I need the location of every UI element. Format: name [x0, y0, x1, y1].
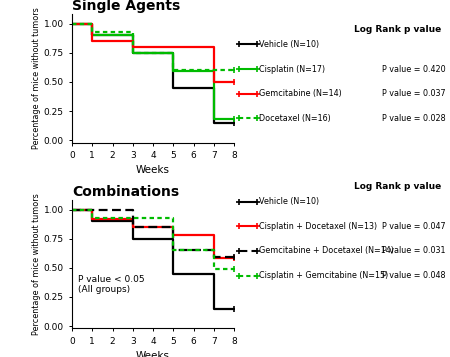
Text: Combinations: Combinations — [72, 185, 179, 199]
Text: P value = 0.047: P value = 0.047 — [382, 222, 446, 231]
Text: Cisplatin (N=17): Cisplatin (N=17) — [259, 65, 325, 74]
Text: Gemcitabine + Docetaxel (N=14): Gemcitabine + Docetaxel (N=14) — [259, 246, 394, 255]
Text: P value < 0.05
(All groups): P value < 0.05 (All groups) — [78, 275, 145, 294]
Text: P value = 0.048: P value = 0.048 — [382, 271, 446, 280]
Text: Vehicle (N=10): Vehicle (N=10) — [259, 197, 319, 206]
Text: P value = 0.028: P value = 0.028 — [382, 114, 446, 123]
Text: Log Rank p value: Log Rank p value — [354, 25, 441, 34]
Text: Vehicle (N=10): Vehicle (N=10) — [259, 40, 319, 49]
Text: P value = 0.031: P value = 0.031 — [382, 246, 446, 255]
Text: Cisplatin + Docetaxel (N=13): Cisplatin + Docetaxel (N=13) — [259, 222, 377, 231]
Y-axis label: Percentage of mice without tumors: Percentage of mice without tumors — [32, 193, 41, 335]
Text: Cisplatin + Gemcitabine (N=15): Cisplatin + Gemcitabine (N=15) — [259, 271, 388, 280]
Text: P value = 0.420: P value = 0.420 — [382, 65, 446, 74]
Text: Log Rank p value: Log Rank p value — [354, 182, 441, 191]
Y-axis label: Percentage of mice without tumors: Percentage of mice without tumors — [32, 7, 41, 149]
X-axis label: Weeks: Weeks — [136, 351, 170, 357]
Text: P value = 0.037: P value = 0.037 — [382, 89, 446, 98]
Text: Gemcitabine (N=14): Gemcitabine (N=14) — [259, 89, 342, 98]
Text: Docetaxel (N=16): Docetaxel (N=16) — [259, 114, 330, 123]
Text: Single Agents: Single Agents — [72, 0, 180, 13]
X-axis label: Weeks: Weeks — [136, 165, 170, 175]
